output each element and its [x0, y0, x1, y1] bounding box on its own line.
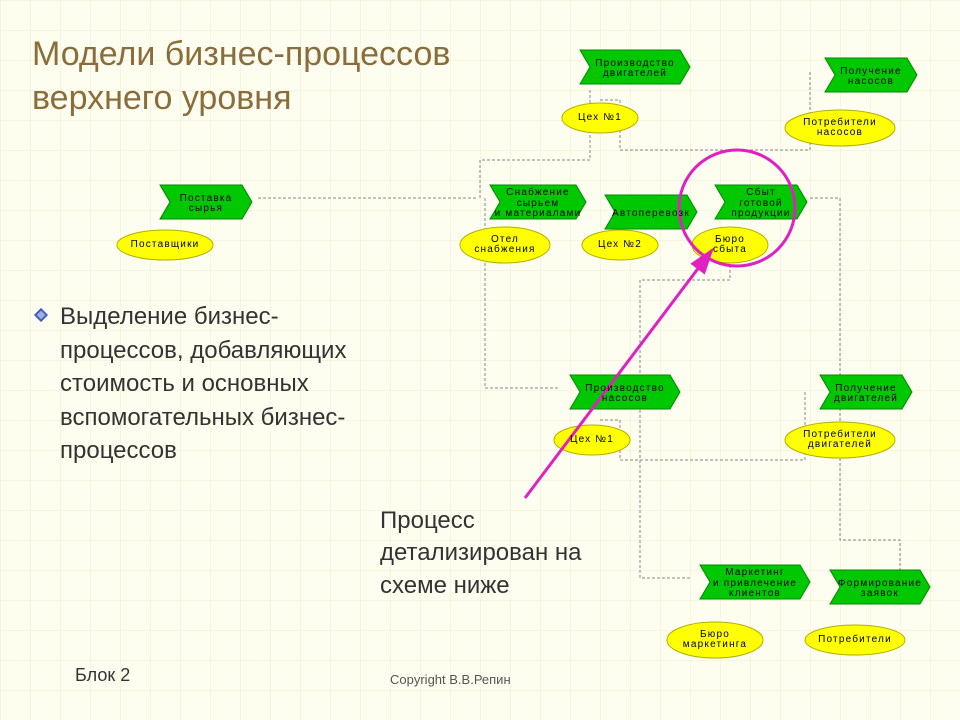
process-label: Маркетинг и привлечение клиентов [690, 567, 820, 601]
org-label: Потребители насосов [777, 110, 903, 146]
process-label: Автоперевозк [595, 197, 707, 231]
org-label: Потребители двигателей [777, 422, 903, 458]
org-label: Цех №1 [554, 103, 646, 133]
copyright-text: Copyright В.В.Репин [390, 672, 511, 687]
org-label: Потребители [797, 625, 913, 655]
diamond-bullet-icon [32, 306, 50, 324]
bullet-block: Выделение бизнес-процессов, добавляющих … [60, 300, 350, 468]
process-label: Получение двигателей [810, 377, 922, 411]
org-label: Цех №1 [546, 425, 638, 455]
process-label: Поставка сырья [150, 187, 262, 221]
process-label: Снабжение сырьем и материалами [480, 187, 596, 221]
block-number: Блок 2 [75, 665, 130, 686]
org-label: Бюро маркетинга [659, 622, 771, 658]
org-label: Цех №2 [574, 230, 666, 260]
process-label: Формирование заявок [820, 572, 940, 606]
annotation-text: Процесс детализирован на схеме ниже [380, 505, 600, 602]
org-label: Поставщики [109, 230, 221, 260]
process-label: Производство насосов [560, 377, 690, 411]
process-label: Сбыт готовой продукции [705, 187, 817, 221]
process-label: Производство двигателей [570, 52, 700, 86]
org-label: Бюро сбыта [684, 227, 776, 263]
org-label: Отел снабжения [452, 227, 558, 263]
process-label: Получение насосов [815, 60, 927, 94]
slide-title: Модели бизнес-процессов верхнего уровня [32, 32, 482, 120]
bullet-text: Выделение бизнес-процессов, добавляющих … [60, 300, 350, 468]
